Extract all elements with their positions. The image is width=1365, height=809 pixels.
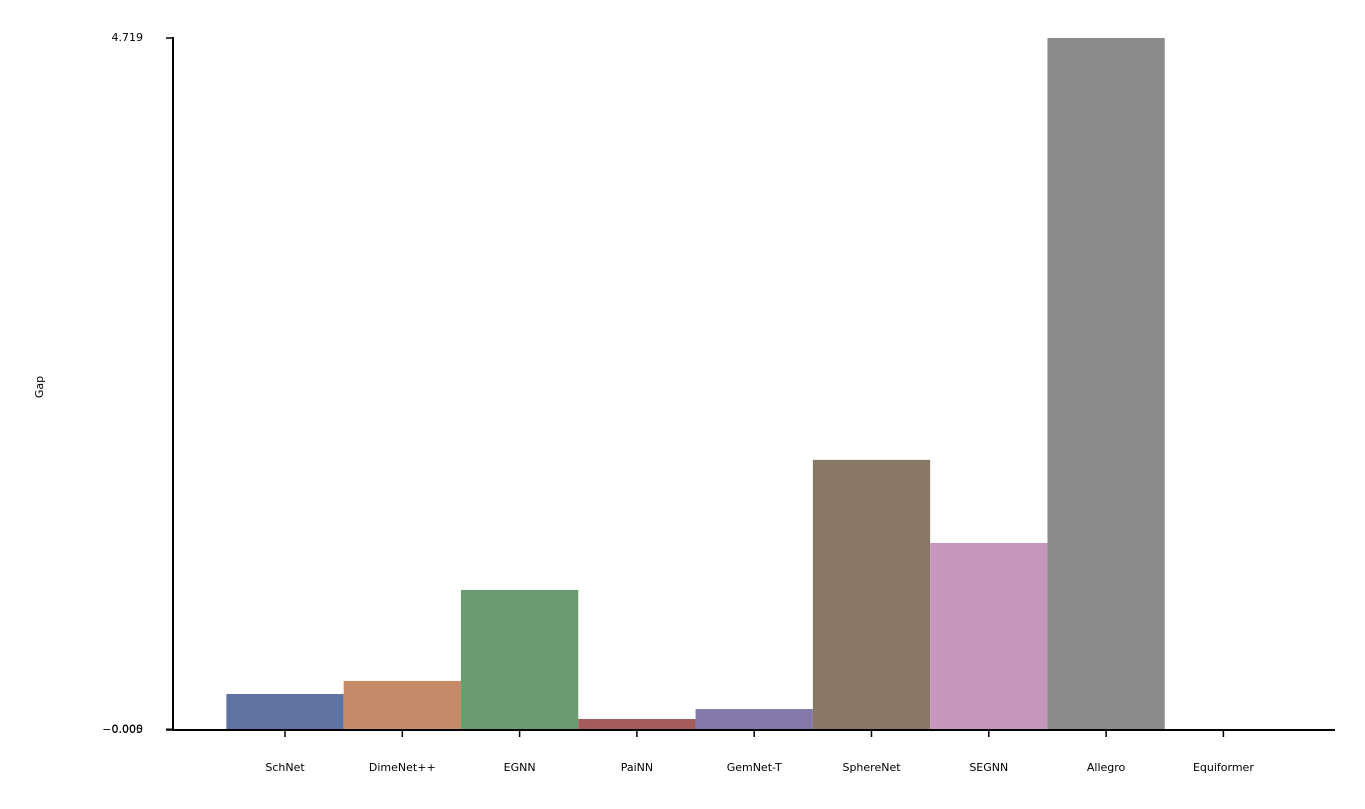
bar xyxy=(578,719,696,730)
x-tick-label: SphereNet xyxy=(842,761,901,774)
y-axis-label: Gap xyxy=(33,376,46,398)
bar xyxy=(343,680,461,730)
x-tick-label: PaiNN xyxy=(621,761,653,774)
y-tick-label: 0.000 xyxy=(112,722,144,735)
bar xyxy=(695,709,813,730)
bar xyxy=(930,542,1048,730)
x-tick-label: Equiformer xyxy=(1193,761,1254,774)
x-tick-label: SchNet xyxy=(265,761,305,774)
bar xyxy=(460,589,579,730)
bar xyxy=(226,693,344,730)
x-tick-label: EGNN xyxy=(504,761,536,774)
y-tick-label: 4.719 xyxy=(112,31,144,44)
x-tick-label: SEGNN xyxy=(969,761,1008,774)
bar xyxy=(1047,38,1165,730)
bar xyxy=(812,459,931,730)
x-tick-label: GemNet-T xyxy=(727,761,782,774)
x-tick-label: DimeNet++ xyxy=(369,761,436,774)
x-tick-label: Allegro xyxy=(1087,761,1126,774)
y-tick-label: −0.005 xyxy=(102,723,143,736)
